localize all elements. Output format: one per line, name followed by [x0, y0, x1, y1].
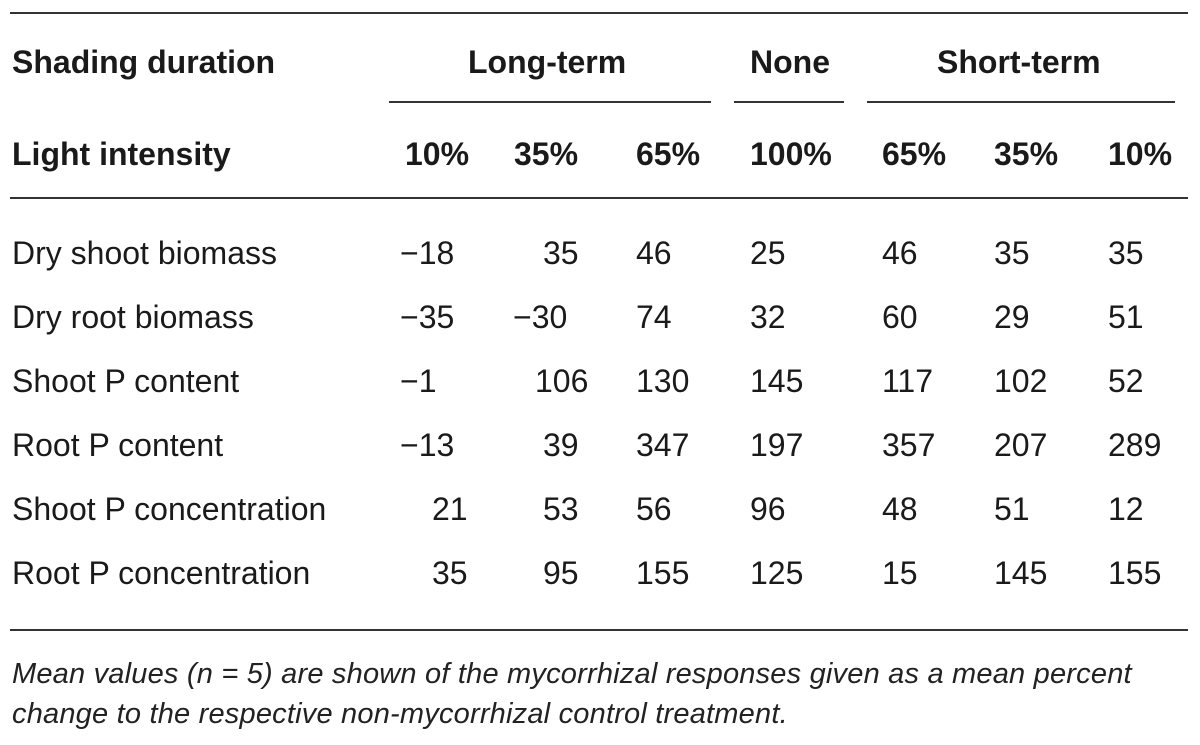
- table-cell: 15: [882, 555, 918, 591]
- table-cell: 48: [882, 491, 918, 527]
- group-long-term: Long-term: [468, 44, 627, 80]
- group-rule-long-term: [389, 101, 711, 103]
- table-cell: 117: [882, 363, 934, 399]
- table-cell: 155: [1108, 555, 1162, 591]
- table-cell: −30: [513, 299, 568, 335]
- table-cell: 96: [750, 491, 786, 527]
- row-label: Dry root biomass: [12, 299, 254, 335]
- table-cell: 102: [994, 363, 1048, 399]
- row-label: Root P concentration: [12, 555, 311, 591]
- table-cell: 39: [543, 427, 579, 463]
- table-cell: 35: [432, 555, 468, 591]
- table-cell: 51: [1108, 299, 1144, 335]
- intensity-header: 65%: [882, 136, 947, 172]
- row-label: Root P content: [12, 427, 224, 463]
- table-footnote: Mean values (n = 5) are shown of the myc…: [12, 658, 1132, 730]
- table-cell: 51: [994, 491, 1030, 527]
- table-cell: 46: [636, 235, 672, 271]
- table-cell: 32: [750, 299, 786, 335]
- table-cell: 125: [750, 555, 804, 591]
- table-cell: 35: [1108, 235, 1144, 271]
- table-cell: 21: [432, 491, 468, 527]
- intensity-header: 35%: [514, 136, 579, 172]
- table-cell: 25: [750, 235, 786, 271]
- intensity-header: 65%: [636, 136, 701, 172]
- table-cell: 289: [1108, 427, 1162, 463]
- table-cell: 46: [882, 235, 918, 271]
- row-label: Dry shoot biomass: [12, 235, 277, 271]
- group-rule-short-term: [867, 101, 1175, 103]
- table-cell: 197: [750, 427, 804, 463]
- top-rule: [10, 12, 1188, 14]
- table-cell: 53: [543, 491, 579, 527]
- row-label: Shoot P concentration: [12, 491, 327, 527]
- table-cell: 95: [543, 555, 579, 591]
- table-cell: 56: [636, 491, 672, 527]
- table-cell: 357: [882, 427, 936, 463]
- group-rule-none: [734, 101, 844, 103]
- light-intensity-label: Light intensity: [12, 136, 231, 172]
- row-label: Shoot P content: [12, 363, 240, 399]
- intensity-header: 35%: [994, 136, 1059, 172]
- table-cell: 60: [882, 299, 918, 335]
- group-short-term: Short-term: [937, 44, 1101, 80]
- intensity-header: 10%: [405, 136, 470, 172]
- table-cell: 145: [994, 555, 1048, 591]
- intensity-header: 100%: [750, 136, 832, 172]
- table-cell: 52: [1108, 363, 1144, 399]
- table-cell: 207: [994, 427, 1048, 463]
- header-rule: [10, 197, 1188, 199]
- intensity-header: 10%: [1108, 136, 1173, 172]
- table-cell: −18: [400, 235, 455, 271]
- table-cell: −13: [400, 427, 455, 463]
- table-cell: 29: [994, 299, 1030, 335]
- table-cell: −1: [400, 363, 437, 399]
- shading-duration-label: Shading duration: [12, 44, 276, 80]
- table-cell: −35: [400, 299, 455, 335]
- table-cell: 347: [636, 427, 690, 463]
- table-cell: 155: [636, 555, 690, 591]
- table-cell: 35: [994, 235, 1030, 271]
- group-none: None: [750, 44, 830, 80]
- table-cell: 12: [1108, 491, 1144, 527]
- bottom-rule: [10, 629, 1188, 631]
- table-cell: 74: [636, 299, 672, 335]
- table-cell: 35: [543, 235, 579, 271]
- table-cell: 106: [535, 363, 589, 399]
- table-cell: 145: [750, 363, 804, 399]
- table-cell: 130: [636, 363, 690, 399]
